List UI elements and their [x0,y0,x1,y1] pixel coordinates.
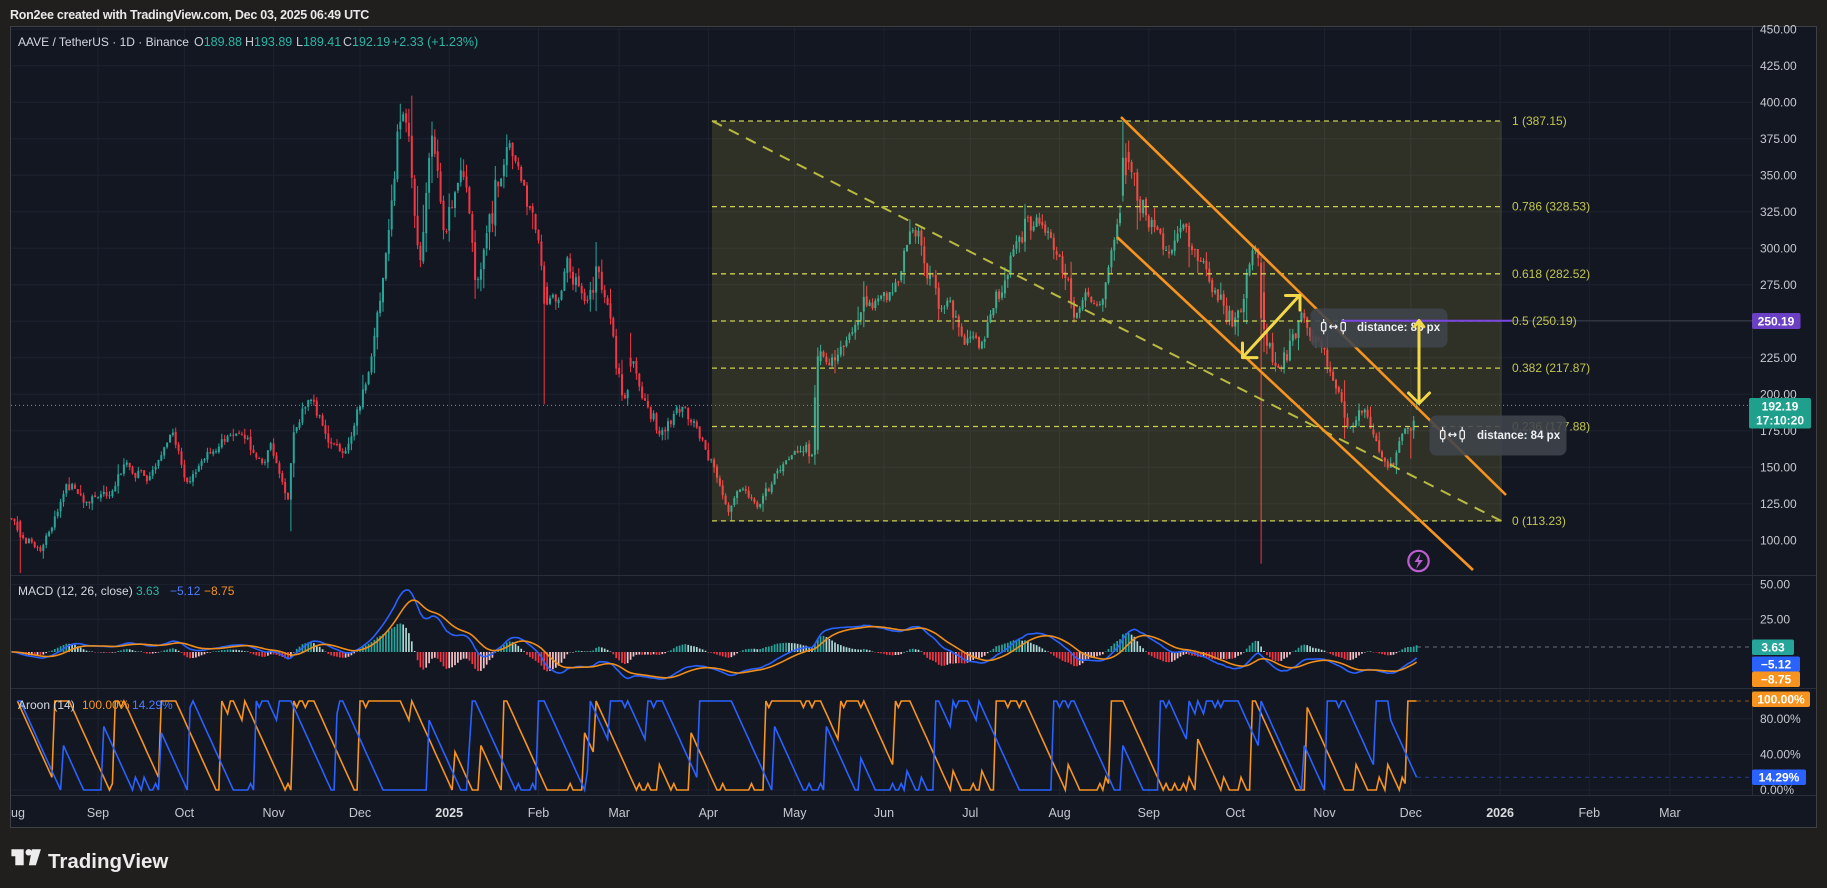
svg-text:−8.75: −8.75 [204,584,235,598]
svg-text:350.00: 350.00 [1760,169,1797,183]
svg-text:40.00%: 40.00% [1760,748,1801,762]
svg-text:+2.33 (+1.23%): +2.33 (+1.23%) [392,35,478,49]
svg-text:AAVE / TetherUS · 1D · Binance: AAVE / TetherUS · 1D · Binance [18,35,189,49]
svg-text:325.00: 325.00 [1760,205,1797,219]
svg-text:Dec: Dec [1400,806,1422,820]
svg-text:125.00: 125.00 [1760,497,1797,511]
svg-text:Oct: Oct [175,806,195,820]
svg-text:−8.75: −8.75 [1761,673,1792,687]
svg-text:Apr: Apr [699,806,718,820]
svg-text:Sep: Sep [87,806,109,820]
svg-text:0.382 (217.87): 0.382 (217.87) [1512,361,1590,375]
svg-text:2026: 2026 [1486,806,1514,820]
svg-text:MACD (12, 26, close): MACD (12, 26, close) [18,584,133,598]
svg-text:Aroon (14): Aroon (14) [18,698,75,712]
svg-text:250.19: 250.19 [1758,314,1795,328]
svg-text:225.00: 225.00 [1760,351,1797,365]
svg-text:distance: 84 px: distance: 84 px [1477,430,1561,442]
svg-text:100.00%: 100.00% [82,698,130,712]
svg-text:375.00: 375.00 [1760,132,1797,146]
svg-text:14.29%: 14.29% [1759,771,1800,785]
svg-text:425.00: 425.00 [1760,59,1797,73]
svg-text:Mar: Mar [1659,806,1681,820]
svg-text:200.00: 200.00 [1760,387,1797,401]
svg-text:2025: 2025 [435,806,463,820]
svg-text:−5.12: −5.12 [1761,658,1792,672]
svg-text:3.63: 3.63 [136,584,160,598]
svg-text:ug: ug [11,806,25,820]
svg-text:3.63: 3.63 [1761,641,1785,655]
svg-text:TradingView: TradingView [48,850,168,873]
svg-text:450.00: 450.00 [1760,23,1797,37]
svg-text:H193.89: H193.89 [245,35,292,49]
svg-text:L189.41: L189.41 [296,35,341,49]
svg-text:300.00: 300.00 [1760,242,1797,256]
svg-text:50.00: 50.00 [1760,578,1790,592]
svg-text:0 (113.23): 0 (113.23) [1512,514,1566,528]
svg-text:0.5 (250.19): 0.5 (250.19) [1512,314,1577,328]
svg-text:Jul: Jul [962,806,978,820]
svg-text:−5.12: −5.12 [170,584,201,598]
svg-text:Nov: Nov [262,806,285,820]
svg-text:25.00: 25.00 [1760,612,1790,626]
svg-text:100.00%: 100.00% [1757,693,1805,707]
svg-text:Dec: Dec [349,806,371,820]
svg-text:Feb: Feb [528,806,550,820]
svg-text:Nov: Nov [1313,806,1336,820]
svg-text:275.00: 275.00 [1760,278,1797,292]
svg-text:Mar: Mar [608,806,630,820]
svg-text:1 (387.15): 1 (387.15) [1512,114,1567,128]
svg-text:14.29%: 14.29% [132,698,173,712]
svg-text:Aug: Aug [1048,806,1070,820]
svg-text:150.00: 150.00 [1760,460,1797,474]
svg-text:Ron2ee created with TradingVie: Ron2ee created with TradingView.com, Dec… [10,8,369,22]
svg-text:Oct: Oct [1225,806,1245,820]
svg-text:0.618 (282.52): 0.618 (282.52) [1512,267,1590,281]
svg-text:80.00%: 80.00% [1760,712,1801,726]
svg-text:0.00%: 0.00% [1760,783,1794,797]
svg-text:0.786 (328.53): 0.786 (328.53) [1512,200,1590,214]
svg-text:distance: 85 px: distance: 85 px [1357,322,1441,334]
svg-text:O189.88: O189.88 [194,35,242,49]
svg-text:Feb: Feb [1579,806,1601,820]
svg-text:Jun: Jun [874,806,894,820]
svg-text:C192.19: C192.19 [343,35,390,49]
svg-text:400.00: 400.00 [1760,96,1797,110]
svg-text:May: May [783,806,807,820]
svg-text:100.00: 100.00 [1760,533,1797,547]
svg-text:17:10:20: 17:10:20 [1756,414,1804,428]
svg-text:Sep: Sep [1138,806,1160,820]
svg-text:192.19: 192.19 [1762,400,1799,414]
